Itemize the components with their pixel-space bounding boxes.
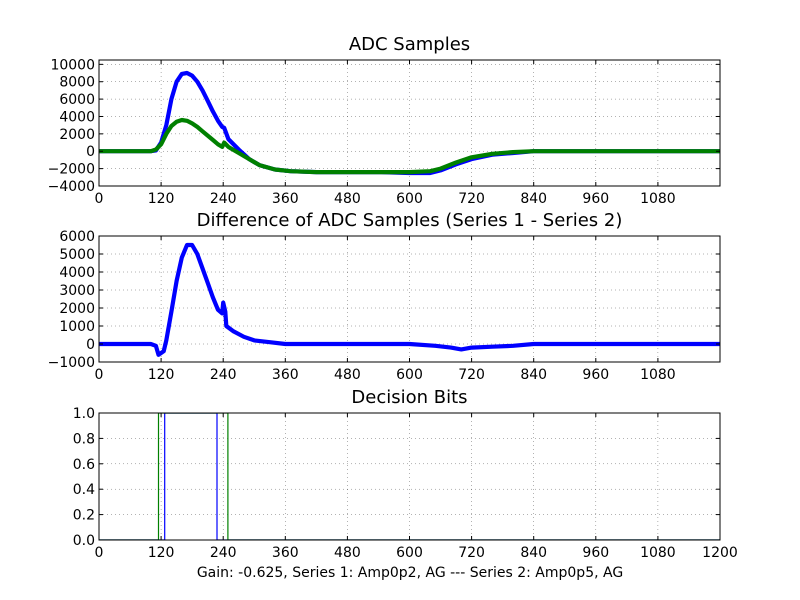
x-tick-label: 360 (272, 545, 299, 561)
x-tick-label: 0 (95, 545, 104, 561)
y-tick-label: 4000 (59, 109, 95, 125)
y-tick-label: 5000 (59, 247, 95, 263)
y-tick-label: 0 (86, 337, 95, 353)
x-tick-label: 720 (458, 191, 485, 207)
x-tick-label: 840 (520, 545, 547, 561)
series-line-2 (99, 117, 720, 175)
chart-title: Decision Bits (351, 387, 467, 408)
plot-area (99, 413, 720, 540)
x-tick-label: 600 (396, 545, 423, 561)
x-tick-label: 240 (210, 367, 237, 383)
x-tick-label: 0 (95, 367, 104, 383)
x-tick-label: 480 (334, 545, 361, 561)
x-tick-label: 720 (458, 367, 485, 383)
y-tick-label: 0.8 (73, 431, 95, 447)
y-tick-label: 2000 (59, 127, 95, 143)
x-tick-label: 1080 (640, 545, 676, 561)
x-tick-label: 0 (95, 191, 104, 207)
subplot-1: 0 120 240 360 480 600 720 840 960 1080−4000−20000… (48, 34, 721, 207)
y-tick-label: 1.0 (73, 406, 95, 422)
x-tick-label: 360 (272, 191, 299, 207)
x-tick-label: 480 (334, 191, 361, 207)
y-tick-label: 3000 (59, 283, 95, 299)
x-tick-label: 480 (334, 367, 361, 383)
x-axis-caption: Gain: -0.625, Series 1: Amp0p2, AG --- S… (197, 565, 623, 581)
x-tick-label: 840 (520, 367, 547, 383)
series-line-1 (99, 413, 720, 540)
x-tick-label: 1200 (702, 545, 738, 561)
x-tick-label: 960 (582, 191, 609, 207)
chart-title: ADC Samples (349, 34, 470, 55)
y-tick-label: −4000 (48, 179, 95, 195)
subplot-2: 0 120 240 360 480 600 720 840 960 1080−1000010002… (48, 210, 721, 383)
y-tick-label: 0.2 (73, 508, 95, 524)
x-tick-label: 120 (148, 367, 175, 383)
x-tick-label: 240 (210, 191, 237, 207)
y-tick-label: 6000 (59, 92, 95, 108)
x-tick-label: 840 (520, 191, 547, 207)
y-tick-label: 0.0 (73, 533, 95, 549)
x-tick-label: 600 (396, 191, 423, 207)
x-tick-label: 360 (272, 367, 299, 383)
x-tick-label: 240 (210, 545, 237, 561)
y-tick-label: 0 (86, 144, 95, 160)
x-tick-label: 1080 (640, 367, 676, 383)
x-tick-label: 120 (148, 191, 175, 207)
x-tick-label: 960 (582, 545, 609, 561)
x-tick-label: 600 (396, 367, 423, 383)
y-tick-label: 8000 (59, 75, 95, 91)
y-tick-label: 2000 (59, 301, 95, 317)
y-tick-label: 0.4 (73, 482, 95, 498)
y-tick-label: 1000 (59, 319, 95, 335)
y-tick-label: 6000 (59, 229, 95, 245)
y-tick-label: −1000 (48, 355, 95, 371)
subplot-3: 0 120 240 360 480 600 720 840 960 1080 1200 0.0 0.2 0… (73, 387, 738, 561)
y-tick-label: 10000 (50, 57, 95, 73)
x-tick-label: 960 (582, 367, 609, 383)
x-tick-label: 1080 (640, 191, 676, 207)
y-tick-label: 4000 (59, 265, 95, 281)
series-line-1 (99, 242, 720, 357)
chart-title: Difference of ADC Samples (Series 1 - Se… (197, 210, 623, 231)
y-tick-label: 0.6 (73, 457, 95, 473)
x-tick-label: 120 (148, 545, 175, 561)
x-tick-label: 720 (458, 545, 485, 561)
y-tick-label: −2000 (48, 162, 95, 178)
